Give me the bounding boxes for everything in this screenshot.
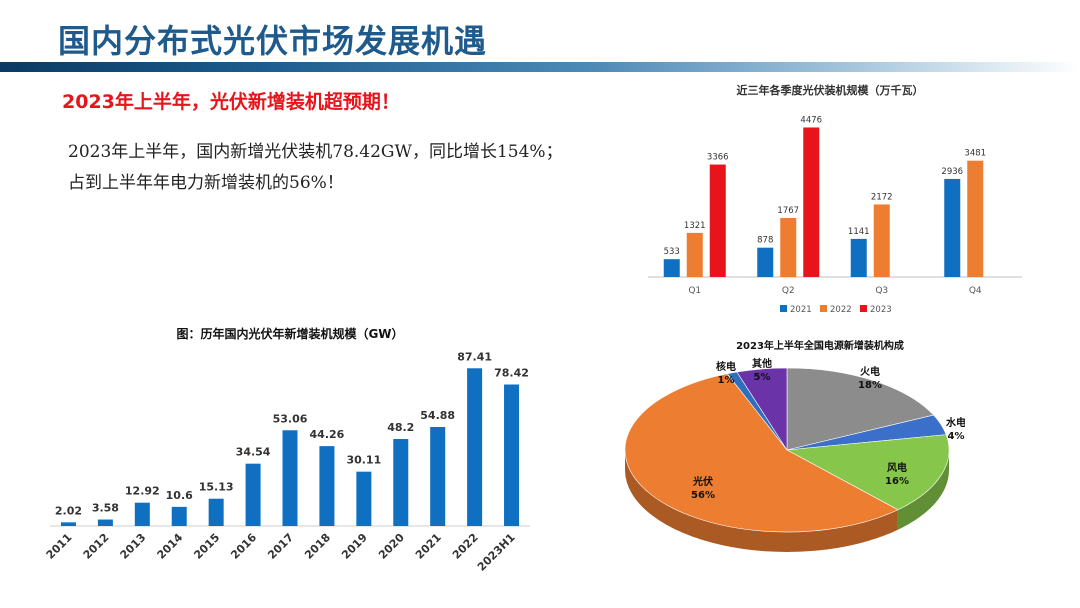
- quarterly-bar: [944, 178, 961, 277]
- annual-bar: [319, 446, 335, 526]
- summary-text: 2023年上半年，国内新增光伏装机78.42GW，同比增长154%； 占到上半年…: [68, 137, 563, 199]
- pie-slice: [785, 434, 950, 511]
- annual-x-tick-label: 2011: [44, 531, 75, 562]
- annual-chart-title: 图：历年国内光伏年新增装机规模（GW）: [176, 326, 403, 341]
- quarterly-x-tick-label: Q4: [969, 286, 982, 296]
- quarterly-chart-title: 近三年各季度光伏装机规模（万千瓦）: [737, 83, 924, 97]
- quarterly-data-label: 1767: [777, 206, 799, 216]
- quarterly-data-label: 4476: [800, 115, 822, 125]
- quarterly-data-label: 878: [757, 236, 773, 246]
- annual-data-label: 15.13: [199, 481, 234, 494]
- annual-data-label: 34.54: [236, 446, 271, 459]
- annual-x-tick-label: 2017: [265, 531, 296, 562]
- pie-slice-side: [897, 450, 949, 530]
- annual-data-label: 78.42: [494, 367, 529, 380]
- annual-data-label: 44.26: [310, 428, 345, 441]
- annual-x-tick-label: 2023H1: [475, 531, 518, 574]
- annual-x-tick-label: 2020: [376, 531, 407, 562]
- quarterly-legend-label: 2023: [870, 305, 892, 315]
- quarterly-data-label: 1321: [684, 221, 706, 231]
- annual-bar-chart: 图：历年国内光伏年新增装机规模（GW） 2.02 2011 3.58 2012 12.9…: [44, 326, 530, 574]
- quarterly-bar: [757, 247, 774, 277]
- pie-chart-title: 2023年上半年全国电源新增装机构成: [736, 339, 904, 352]
- pie-slice-label: 光伏: [692, 475, 713, 488]
- annual-data-label: 30.11: [346, 454, 381, 467]
- quarterly-bar: [780, 217, 797, 277]
- annual-data-label: 48.2: [387, 421, 414, 434]
- annual-bar: [60, 522, 76, 526]
- quarterly-x-tick-label: Q1: [688, 286, 701, 296]
- quarterly-x-tick-label: Q3: [875, 286, 888, 296]
- annual-bar: [356, 471, 372, 526]
- quarterly-bar: [709, 164, 726, 277]
- quarterly-bar: [967, 160, 984, 277]
- page-title: 国内分布式光伏市场发展机遇: [58, 22, 488, 60]
- quarterly-legend-swatch: [860, 305, 867, 312]
- annual-data-label: 53.06: [273, 412, 308, 425]
- annual-x-tick-label: 2019: [339, 531, 370, 562]
- quarterly-legend-swatch: [780, 305, 787, 312]
- pie-slice-percent: 1%: [718, 375, 735, 386]
- title-underline-bar: [0, 62, 1080, 72]
- pie-slice-label: 风电: [887, 461, 907, 474]
- annual-bar: [393, 439, 409, 526]
- pie-slice-percent: 16%: [885, 476, 909, 487]
- annual-x-tick-label: 2014: [155, 531, 186, 562]
- quarterly-legend-label: 2021: [790, 305, 812, 315]
- annual-x-tick-label: 2018: [302, 531, 333, 562]
- quarterly-data-label: 1141: [848, 227, 870, 237]
- quarterly-data-label: 533: [664, 247, 680, 257]
- annual-x-tick-label: 2013: [118, 531, 149, 562]
- pie-slice-label: 核电: [716, 360, 736, 373]
- pie-slice-label: 其他: [752, 357, 772, 370]
- annual-bar: [171, 506, 187, 526]
- annual-bar: [245, 463, 261, 526]
- annual-bar: [430, 426, 446, 526]
- annual-data-label: 12.92: [125, 485, 160, 498]
- quarterly-bar: [850, 238, 867, 277]
- pie-slice-percent: 5%: [754, 372, 771, 383]
- quarterly-data-label: 3481: [964, 149, 986, 159]
- summary-line-2: 占到上半年年电力新增装机的56%！: [68, 173, 344, 193]
- annual-bar: [282, 430, 298, 526]
- quarterly-bar: [873, 204, 890, 277]
- annual-x-tick-label: 2012: [81, 531, 112, 562]
- quarterly-x-tick-label: Q2: [782, 286, 795, 296]
- pie-slice: [624, 373, 899, 533]
- annual-bar: [467, 368, 483, 526]
- annual-x-tick-label: 2021: [413, 531, 444, 562]
- quarterly-data-label: 2936: [941, 167, 963, 177]
- annual-x-tick-label: 2016: [228, 531, 259, 562]
- quarterly-data-label: 3366: [707, 153, 729, 163]
- pie-slice-percent: 4%: [948, 431, 965, 442]
- quarterly-bar-chart: 近三年各季度光伏装机规模（万千瓦） 533 1321 3366 Q1 878 1767 44…: [648, 83, 1022, 315]
- pie-slice-percent: 18%: [858, 380, 882, 391]
- quarterly-data-label: 2172: [871, 192, 893, 202]
- pie-slice: [786, 367, 935, 451]
- pie-slice-side: [625, 450, 898, 552]
- annual-data-label: 10.6: [166, 489, 193, 502]
- annual-data-label: 3.58: [92, 502, 119, 515]
- pie-slice-label: 水电: [945, 416, 965, 429]
- quarterly-bar: [686, 232, 703, 277]
- annual-bar: [134, 502, 150, 526]
- pie-slice-label: 火电: [860, 365, 880, 378]
- annual-data-label: 54.88: [420, 409, 455, 422]
- annual-data-label: 87.41: [457, 350, 492, 363]
- annual-x-tick-label: 2022: [450, 531, 481, 562]
- pie-slice-percent: 56%: [691, 490, 715, 501]
- annual-data-label: 2.02: [55, 504, 82, 517]
- power-mix-pie-chart: 2023年上半年全国电源新增装机构成 火电 18% 水电 4% 风电 16% 光伏 56% 核电…: [624, 339, 965, 552]
- highlight-subtitle: 2023年上半年，光伏新增装机超预期！: [62, 91, 400, 113]
- quarterly-bar: [663, 259, 680, 277]
- quarterly-legend-swatch: [820, 305, 827, 312]
- annual-bar: [208, 498, 224, 526]
- annual-x-tick-label: 2015: [191, 531, 222, 562]
- quarterly-bar: [803, 127, 820, 278]
- quarterly-legend-label: 2022: [830, 305, 852, 315]
- annual-bar: [504, 384, 520, 526]
- annual-bar: [97, 519, 113, 526]
- pie-slice: [736, 367, 788, 452]
- summary-line-1: 2023年上半年，国内新增光伏装机78.42GW，同比增长154%；: [68, 142, 563, 162]
